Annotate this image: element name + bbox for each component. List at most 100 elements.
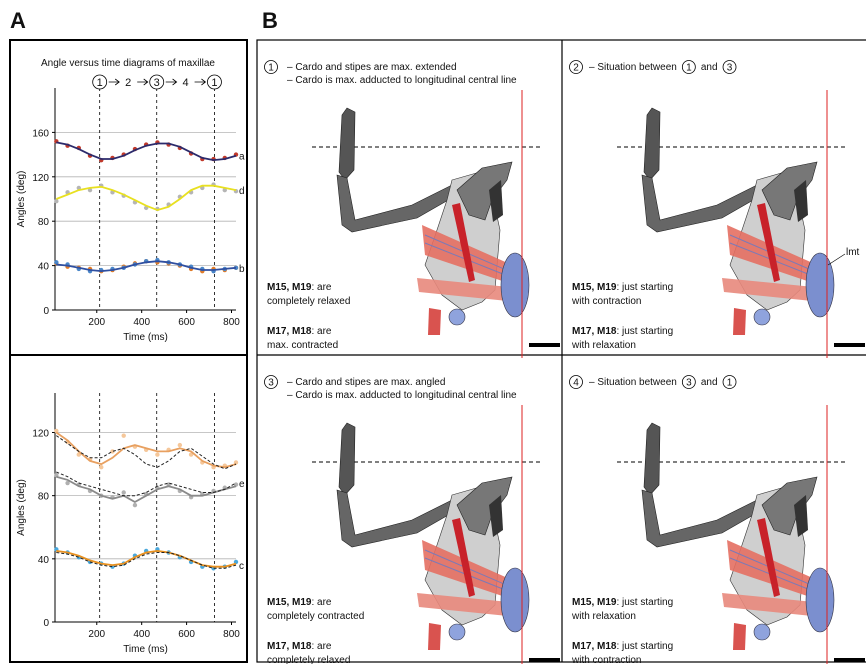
panel-label: B (262, 8, 278, 33)
x-axis-label: Time (ms) (123, 332, 168, 343)
header-text: – Situation between (589, 377, 677, 388)
x-tick-label: 200 (88, 317, 105, 328)
number-circle (681, 375, 696, 389)
number-circle (264, 375, 278, 389)
series-line (56, 435, 237, 470)
y-tick-label: 0 (43, 306, 49, 317)
y-tick-label: 80 (38, 217, 50, 228)
note-text: : just starting (616, 641, 673, 652)
maxilla-drawing (616, 89, 866, 359)
number: 1 (686, 63, 692, 74)
number: 3 (727, 63, 733, 74)
diagram-panel: 1 – Cardo and stipes are max. extended – C… (264, 60, 561, 359)
phase-circle (207, 74, 222, 90)
series-line (56, 260, 237, 273)
phase-label: 1 (97, 77, 103, 89)
data-point (54, 260, 59, 265)
label-leader (827, 253, 846, 266)
phase-arrow (137, 78, 149, 86)
number-circle (722, 375, 737, 389)
x-tick-label: 600 (178, 317, 195, 328)
note: M15, M19: are (267, 597, 332, 608)
data-point (99, 465, 104, 470)
note-text: : are (311, 641, 331, 652)
muscle-names: M17, M18 (572, 641, 617, 652)
note-text: : are (311, 282, 331, 293)
number-circle (569, 60, 583, 74)
header-text: – Cardo and stipes are max. extended (287, 62, 457, 73)
note-line: with relaxation (571, 611, 636, 622)
chart-title: Angle versus time diagrams of maxillae (41, 58, 215, 69)
y-tick-label: 40 (38, 555, 50, 566)
series-label: d (239, 186, 245, 197)
note-text: : are (311, 326, 331, 337)
series-label: c (239, 561, 244, 572)
note: M17, M18: are (267, 326, 332, 337)
muscle-names: M17, M18 (267, 641, 312, 652)
note-text: : are (311, 597, 331, 608)
phase-label: 1 (211, 77, 217, 89)
note: M17, M18: just starting (572, 641, 673, 652)
note-line: completely contracted (267, 611, 364, 622)
header-text: – Cardo and stipes are max. angled (287, 377, 445, 388)
note-line: with contraction (571, 655, 641, 664)
series-line (56, 549, 237, 568)
number-circle (722, 60, 737, 74)
muscle-names: M15, M19 (267, 597, 312, 608)
data-point (132, 502, 138, 508)
note-text: : just starting (616, 326, 673, 337)
phase-circle (92, 74, 108, 90)
note-line: completely relaxed (267, 655, 350, 664)
data-point (110, 449, 115, 454)
data-point (54, 199, 59, 204)
series-line (56, 552, 237, 569)
muscle-names: M15, M19 (572, 597, 617, 608)
x-tick-label: 400 (133, 317, 150, 328)
header-text: – Cardo is max. adducted to longitudinal… (287, 75, 517, 86)
series-label: e (239, 479, 245, 490)
y-tick-label: 40 (38, 262, 50, 273)
note: M15, M19: just starting (572, 597, 673, 608)
x-tick-label: 200 (88, 629, 105, 640)
note-text: : just starting (616, 597, 673, 608)
series-label: b (239, 264, 245, 275)
note: M15, M19: just starting (572, 282, 673, 293)
series-line (55, 184, 237, 212)
data-point (65, 480, 70, 486)
number: 4 (573, 378, 579, 389)
series-label: a (239, 152, 245, 163)
x-axis-label: Time (ms) (123, 644, 168, 655)
phase-arrow (194, 78, 207, 86)
muscle-names: M15, M19 (572, 282, 617, 293)
panel-a-frame (9, 39, 248, 663)
note-line: max. contracted (267, 340, 338, 351)
note: M17, M18: just starting (572, 326, 673, 337)
data-point (155, 452, 160, 457)
number: 3 (268, 378, 274, 389)
maxilla-drawing (311, 404, 561, 664)
phase-circle (149, 74, 165, 90)
series-line (56, 471, 237, 497)
panel-b-frame (256, 39, 866, 663)
y-tick-label: 120 (32, 428, 49, 439)
note-line: completely relaxed (267, 296, 350, 307)
y-axis-label: Angles (deg) (16, 171, 27, 228)
muscle-names: M17, M18 (267, 326, 312, 337)
number-circle (681, 60, 696, 74)
maxilla-drawing (616, 404, 866, 664)
note-text: : just starting (616, 282, 673, 293)
number-circle (569, 375, 583, 389)
number: 1 (268, 63, 274, 74)
phase-label: 2 (125, 77, 131, 89)
series-line (55, 431, 237, 469)
phase-label: 3 (154, 77, 160, 89)
x-tick-label: 400 (133, 629, 150, 640)
number-circle (264, 60, 278, 74)
data-point (177, 442, 183, 448)
phase-arrow (108, 78, 120, 86)
x-tick-label: 800 (223, 317, 240, 328)
note-line: with relaxation (571, 340, 636, 351)
